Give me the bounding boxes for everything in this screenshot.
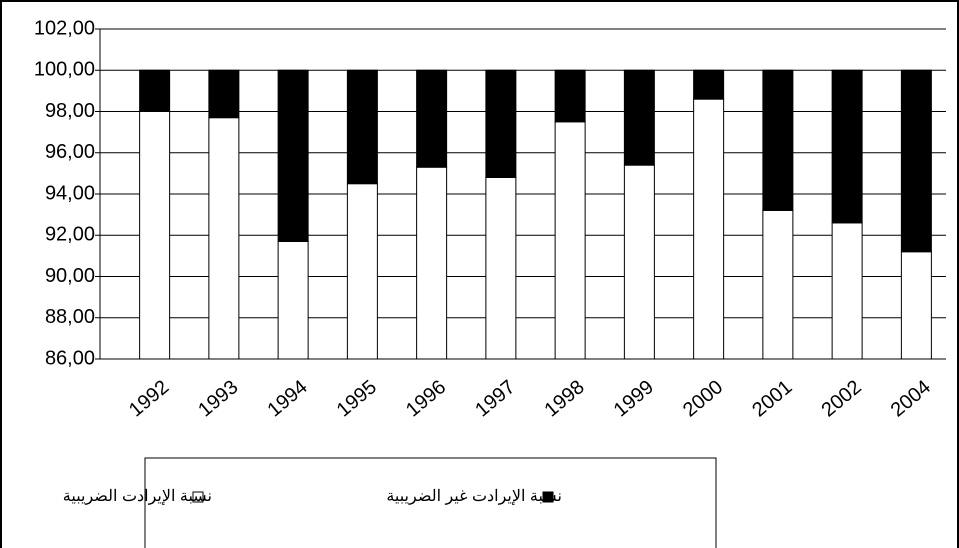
bar-segment [762,69,794,211]
legend-swatch [192,491,204,503]
bar-segment [900,69,932,253]
y-tick-label: 96,00 [45,141,95,163]
legend-label: نسبة الإيرادت غير الضريبية [386,488,562,505]
bar-segment [693,69,725,100]
y-tick-label: 88,00 [45,306,95,328]
bar-segment [831,222,863,360]
bar-segment [485,69,517,178]
bar-segment [346,69,378,185]
bar-segment [693,98,725,360]
bar-segment [346,183,378,360]
bar-segment [277,240,309,360]
y-tick-label: 94,00 [45,182,95,204]
bar-segment [831,69,863,224]
y-tick-label: 90,00 [45,265,95,287]
y-tick-label: 92,00 [45,224,95,246]
bar-segment [416,166,448,360]
bar-segment [900,251,932,360]
bar-segment [623,69,655,166]
legend: نسبة الإيرادت الضريبية نسبة الإيرادت غير … [63,457,717,548]
y-tick-label: 102,00 [34,17,95,39]
bar-segment [277,69,309,242]
y-tick-label: 100,00 [34,59,95,81]
bar-segment [139,69,171,112]
bar-segment [762,210,794,360]
bar-segment [485,177,517,360]
bar-segment [416,69,448,168]
y-tick-label: 86,00 [45,347,95,369]
legend-label: نسبة الإيرادت الضريبية [63,488,212,505]
bar-segment [208,69,240,119]
legend-box [144,457,717,548]
legend-swatch [542,491,554,503]
bar-segment [554,121,586,360]
y-tick-label: 98,00 [45,100,95,122]
bar-segment [208,117,240,360]
bar-segment [554,69,586,123]
bar-segment [623,164,655,360]
bar-segment [139,111,171,360]
